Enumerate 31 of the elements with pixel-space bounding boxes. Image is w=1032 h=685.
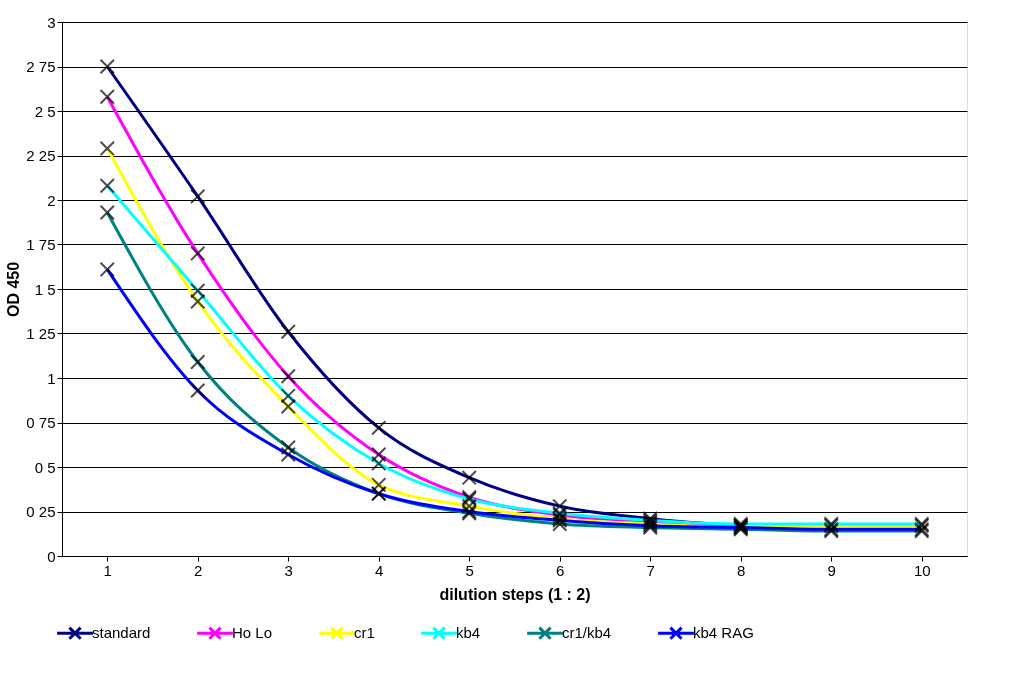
legend-label: Ho Lo	[232, 624, 273, 642]
x-tick-label: 10	[913, 561, 931, 579]
x-tick-label: 2	[194, 561, 203, 579]
y-tick-label: 2 75	[26, 58, 56, 75]
x-tick-label: 5	[465, 561, 474, 579]
y-tick-label: 1	[47, 369, 56, 387]
y-tick-label: 1 25	[26, 325, 56, 342]
y-tick-label: 1 75	[26, 236, 56, 253]
legend-label: cr1	[354, 624, 375, 642]
y-tick-label: 0 25	[26, 503, 56, 520]
y-tick-label: 2 25	[26, 147, 56, 164]
x-tick-label: 8	[737, 561, 746, 579]
legend-label: kb4 RAG	[693, 624, 754, 642]
x-tick-label: 9	[827, 561, 836, 579]
x-tick-label: 1	[103, 561, 112, 579]
y-tick-label: 0 75	[26, 414, 56, 431]
y-tick-label: 1 5	[34, 280, 56, 298]
y-tick-label: 2 5	[34, 102, 56, 120]
y-tick-label: 3	[47, 13, 56, 31]
x-tick-label: 4	[375, 561, 384, 579]
y-axis-title: OD 450	[5, 261, 23, 318]
x-tick-label: 6	[556, 561, 565, 579]
x-tick-label: 7	[646, 561, 655, 579]
y-tick-label: 2	[47, 191, 56, 209]
x-tick-label: 3	[284, 561, 293, 579]
legend-label: standard	[92, 624, 151, 642]
legend-label: kb4	[456, 624, 481, 642]
y-tick-label: 0 5	[34, 458, 56, 476]
legend-label: cr1/kb4	[562, 624, 612, 642]
x-axis-title: dilution steps (1 : 2)	[439, 585, 591, 603]
y-tick-label: 0	[47, 547, 56, 565]
